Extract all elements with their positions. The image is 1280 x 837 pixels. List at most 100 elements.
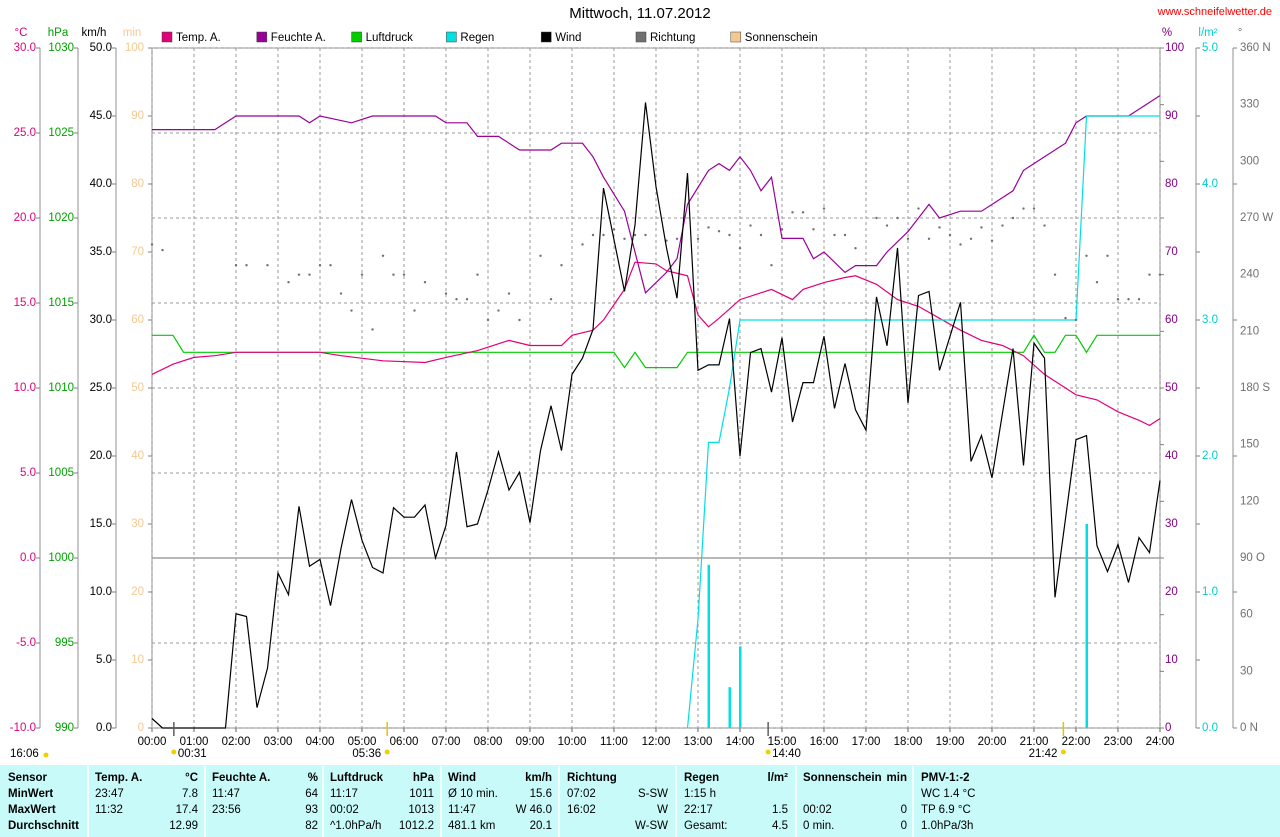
table-cell: 07:02: [567, 788, 596, 800]
axis-tick-label: 25.0: [14, 127, 36, 139]
axis-tick-label: 210: [1240, 325, 1259, 337]
table-cell: TP 6.9 °C: [921, 804, 971, 816]
series-line: [151, 102, 1161, 729]
axis-tick-label: 30.0: [90, 314, 112, 326]
table-cell: W-SW: [635, 820, 668, 832]
series-line: [151, 261, 1161, 427]
table-cell: MaxWert: [8, 804, 56, 816]
direction-point: [360, 273, 364, 276]
x-tick-label: 05:00: [348, 736, 377, 748]
table-cell: Temp. A.: [95, 772, 142, 784]
table-cell: 12.99: [169, 820, 198, 832]
direction-point: [339, 292, 343, 295]
legend-swatch: [256, 31, 268, 43]
axis-tick-label: 330: [1240, 99, 1259, 111]
axis-tick-label: 20: [131, 586, 144, 598]
x-tick-label: 18:00: [894, 736, 923, 748]
axis-tick-label: 40.0: [90, 178, 112, 190]
summary-table-background: [0, 765, 1280, 837]
legend-label: Regen: [460, 32, 494, 44]
legend-swatch: [446, 31, 457, 43]
direction-point: [1095, 281, 1099, 284]
direction-point: [297, 273, 301, 276]
axis-tick-label: 100: [125, 42, 144, 54]
x-tick-label: 14:00: [726, 736, 755, 748]
direction-point: [402, 273, 406, 276]
table-cell: 1011: [409, 788, 434, 800]
direction-point: [392, 273, 395, 276]
legend-swatch: [730, 31, 742, 43]
axis-tick-label: 0 N: [1240, 722, 1258, 734]
axis-tick-label: 10.0: [14, 382, 36, 394]
direction-point: [749, 224, 752, 227]
axis-tick-label: 2.0: [1202, 450, 1218, 462]
table-cell: °C: [185, 772, 198, 784]
table-cell: 1013: [408, 804, 434, 816]
axis-tick-label: 4.0: [1202, 178, 1218, 190]
axis-tick-label: 10.0: [90, 586, 112, 598]
sun-icon: [171, 749, 177, 755]
x-tick-label: 17:00: [852, 736, 881, 748]
rain-bar: [707, 564, 710, 728]
axis-tick-label: 270 W: [1240, 212, 1273, 224]
axis-tick-label: 45.0: [90, 110, 112, 122]
direction-point: [1074, 318, 1078, 322]
axis-tick-label: 35.0: [90, 246, 112, 258]
axis-tick-label: 5.0: [1202, 42, 1218, 54]
direction-point: [287, 281, 290, 284]
legend-label: Temp. A.: [176, 32, 221, 44]
sun-event-label: 05:36: [352, 748, 381, 760]
table-cell: WC 1.4 °C: [921, 788, 975, 800]
direction-point: [885, 224, 889, 227]
direction-point: [833, 233, 836, 237]
axis-tick-label: 30: [131, 518, 144, 530]
direction-point: [560, 264, 563, 267]
direction-point: [1116, 298, 1120, 301]
sun-icon: [43, 752, 49, 758]
direction-point: [927, 237, 931, 240]
direction-point: [1127, 298, 1130, 301]
axis-tick-label: 80: [1165, 178, 1178, 190]
direction-point: [350, 309, 353, 312]
table-cell: MinWert: [8, 788, 53, 800]
table-cell: 1.5: [772, 804, 788, 816]
table-cell: 16:02: [567, 804, 596, 816]
direction-point: [906, 237, 910, 240]
rain-bar: [728, 687, 731, 728]
table-cell: 7.8: [182, 788, 198, 800]
axis-tick-label: 50: [131, 382, 144, 394]
table-cell: 82: [305, 820, 318, 832]
axis-tick-label: 80: [131, 178, 144, 190]
axis-unit: hPa: [48, 27, 69, 39]
direction-point: [486, 318, 490, 322]
table-cell: 0: [901, 804, 907, 816]
direction-point: [518, 318, 521, 322]
table-cell: min: [887, 772, 907, 784]
x-tick-label: 08:00: [474, 736, 503, 748]
direction-point: [990, 239, 994, 242]
direction-point: [476, 273, 479, 276]
direction-point: [822, 207, 826, 210]
x-tick-label: 13:00: [684, 736, 713, 748]
direction-point: [633, 233, 637, 237]
axis-tick-label: 60: [131, 314, 144, 326]
direction-point: [644, 233, 647, 237]
direction-point: [234, 264, 238, 267]
x-tick-label: 19:00: [936, 736, 965, 748]
direction-point: [1158, 273, 1162, 276]
rain-bar: [739, 646, 742, 728]
table-cell: 17.4: [176, 804, 199, 816]
axis-tick-label: 1005: [48, 467, 74, 479]
x-tick-label: 00:00: [138, 736, 167, 748]
axis-tick-label: 60: [1165, 314, 1178, 326]
table-cell: 11:47: [212, 788, 240, 800]
sun-event-label: 14:40: [772, 748, 801, 760]
source-link[interactable]: www.schneifelwetter.de: [1157, 6, 1272, 18]
table-cell: 0 min.: [803, 820, 834, 832]
direction-point: [150, 243, 154, 246]
direction-point: [308, 273, 311, 276]
x-tick-label: 03:00: [264, 736, 293, 748]
direction-point: [413, 309, 416, 312]
axis-unit: km/h: [82, 27, 107, 39]
direction-point: [728, 233, 731, 237]
